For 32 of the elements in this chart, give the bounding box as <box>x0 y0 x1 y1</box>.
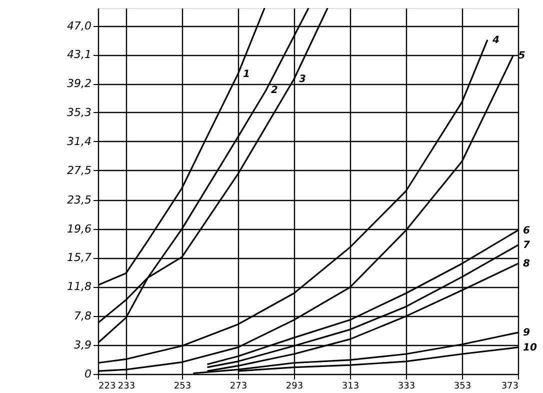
y-tick-label: 39,2 <box>67 77 92 90</box>
series-label: 2 <box>271 85 278 96</box>
series-label: 7 <box>523 240 530 252</box>
series-label: 10 <box>523 342 537 354</box>
y-tick-label: 3,9 <box>74 338 92 352</box>
x-tick-label: 253 <box>174 382 192 392</box>
series-label: 8 <box>523 258 530 270</box>
y-tick-label: 47,0 <box>67 19 92 32</box>
y-tick-label: 15,7 <box>67 251 92 264</box>
x-tick-label: 233 <box>118 382 136 392</box>
y-tick-label: 11,8 <box>67 280 92 294</box>
x-tick-label: 333 <box>398 382 416 392</box>
x-tick-label: 313 <box>342 382 360 392</box>
series-label: 1 <box>243 68 250 80</box>
y-tick-label: 31,4 <box>67 134 92 148</box>
y-tick-label: 19,6 <box>67 222 92 236</box>
x-tick-label: 223 <box>98 382 116 392</box>
y-tick-label: 27,5 <box>67 164 92 177</box>
x-tick-label: 373 <box>501 382 518 392</box>
series-label: 9 <box>523 328 530 339</box>
series-label: 6 <box>523 225 530 236</box>
y-tick-label: 43,1 <box>67 48 92 62</box>
y-tick-label: 35,3 <box>67 106 92 119</box>
y-tick-label: 0 <box>84 368 92 380</box>
series-label: 4 <box>491 34 500 46</box>
y-tick-label: 7,8 <box>74 310 92 323</box>
series-label: 5 <box>518 50 526 62</box>
series-label: 3 <box>299 74 306 86</box>
x-tick-label: 273 <box>230 382 248 392</box>
y-tick-label: 23,5 <box>67 193 92 206</box>
x-tick-label: 353 <box>454 382 472 392</box>
x-tick-label: 293 <box>286 382 304 392</box>
